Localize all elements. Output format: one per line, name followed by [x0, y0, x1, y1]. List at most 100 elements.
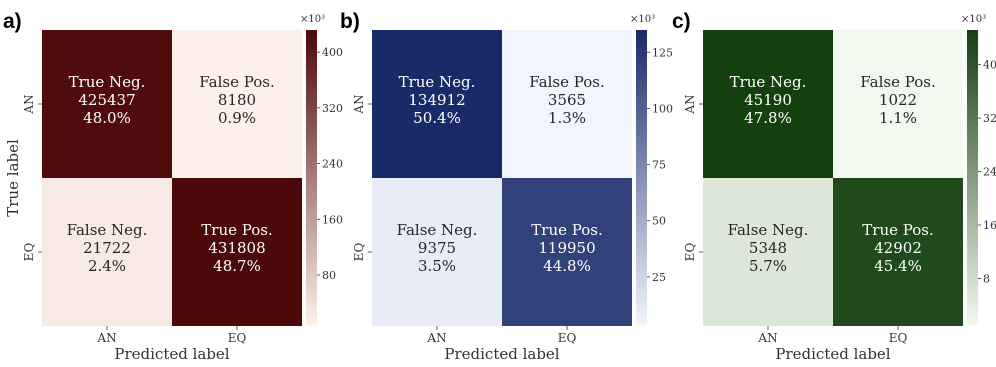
cell-percent: 44.8%: [543, 257, 591, 275]
cell-percent: 48.0%: [83, 109, 131, 127]
cell-category-label: True Pos.: [862, 221, 933, 239]
cell-category-label: False Pos.: [860, 73, 935, 91]
cell-category-label: True Neg.: [730, 73, 807, 91]
colorbar-tick-label: 25: [652, 271, 666, 284]
colorbar-tick-label: 50: [652, 215, 666, 228]
cell-category-label: False Pos.: [529, 73, 604, 91]
cell-category-label: True Pos.: [201, 221, 272, 239]
cell-rect: [172, 178, 302, 326]
cell-rect: [372, 30, 502, 178]
cell-category-label: True Pos.: [531, 221, 602, 239]
cell-rect: [42, 178, 172, 326]
x-tick-label: EQ: [558, 331, 577, 345]
cell-percent: 2.4%: [88, 257, 126, 275]
panel-letter: c): [672, 10, 691, 33]
y-axis-label: True label: [4, 139, 22, 217]
panel-letter: b): [340, 10, 360, 33]
cell-category-label: False Pos.: [199, 73, 274, 91]
x-tick-label: EQ: [889, 331, 908, 345]
colorbar-tick-label: 160: [322, 213, 343, 226]
cell-category-label: True Neg.: [399, 73, 476, 91]
x-tick-label: AN: [96, 331, 116, 345]
y-tick-label: EQ: [352, 243, 366, 262]
colorbar: [636, 30, 647, 325]
y-tick-label: EQ: [683, 243, 697, 262]
cell-percent: 50.4%: [413, 109, 461, 127]
y-tick-label: EQ: [22, 243, 36, 262]
colorbar-multiplier: ×10³: [300, 14, 325, 25]
cell-category-label: True Neg.: [69, 73, 146, 91]
cell-category-label: False Neg.: [67, 221, 148, 239]
x-axis-label: Predicted label: [775, 345, 890, 363]
cell-count: 425437: [78, 91, 135, 109]
colorbar-tick-label: 24: [983, 166, 996, 179]
cell-percent: 48.7%: [213, 257, 261, 275]
colorbar-tick-label: 8: [983, 272, 990, 285]
cell-percent: 1.1%: [879, 109, 917, 127]
cell-rect: [833, 178, 963, 326]
cell-count: 119950: [538, 239, 595, 257]
colorbar-multiplier: ×10³: [630, 14, 655, 25]
y-tick-label: AN: [683, 94, 697, 114]
cell-count: 21722: [83, 239, 131, 257]
cell-rect: [372, 178, 502, 326]
colorbar-tick-label: 32: [983, 112, 996, 125]
cell-count: 42902: [874, 239, 922, 257]
cell-count: 431808: [208, 239, 265, 257]
cell-percent: 3.5%: [418, 257, 456, 275]
cell-count: 1022: [879, 91, 917, 109]
cell-rect: [172, 30, 302, 178]
colorbar-tick-label: 100: [652, 102, 673, 115]
cell-count: 8180: [218, 91, 256, 109]
cell-count: 134912: [408, 91, 465, 109]
panel-letter: a): [3, 10, 22, 33]
cell-count: 9375: [418, 239, 456, 257]
cell-rect: [502, 30, 632, 178]
cell-percent: 1.3%: [548, 109, 586, 127]
x-tick-label: AN: [757, 331, 777, 345]
cell-rect: [42, 30, 172, 178]
colorbar-tick-label: 40: [983, 59, 996, 72]
cell-rect: [502, 178, 632, 326]
colorbar-tick-label: 125: [652, 46, 673, 59]
cell-percent: 45.4%: [874, 257, 922, 275]
colorbar-tick-label: 400: [322, 46, 343, 59]
colorbar-tick-label: 320: [322, 102, 343, 115]
cell-rect: [833, 30, 963, 178]
cell-rect: [703, 30, 833, 178]
cell-percent: 47.8%: [744, 109, 792, 127]
cell-rect: [703, 178, 833, 326]
colorbar-tick-label: 75: [652, 159, 666, 172]
cell-count: 5348: [749, 239, 787, 257]
colorbar: [306, 30, 317, 325]
cell-percent: 5.7%: [749, 257, 787, 275]
y-tick-label: AN: [352, 94, 366, 114]
colorbar-tick-label: 16: [983, 219, 996, 232]
cell-category-label: False Neg.: [728, 221, 809, 239]
x-axis-label: Predicted label: [114, 345, 229, 363]
x-tick-label: AN: [426, 331, 446, 345]
cell-count: 45190: [744, 91, 792, 109]
cell-count: 3565: [548, 91, 586, 109]
colorbar: [967, 30, 978, 325]
colorbar-tick-label: 240: [322, 158, 343, 171]
x-tick-label: EQ: [228, 331, 247, 345]
x-axis-label: Predicted label: [444, 345, 559, 363]
y-tick-label: AN: [22, 94, 36, 114]
colorbar-tick-label: 80: [322, 269, 336, 282]
